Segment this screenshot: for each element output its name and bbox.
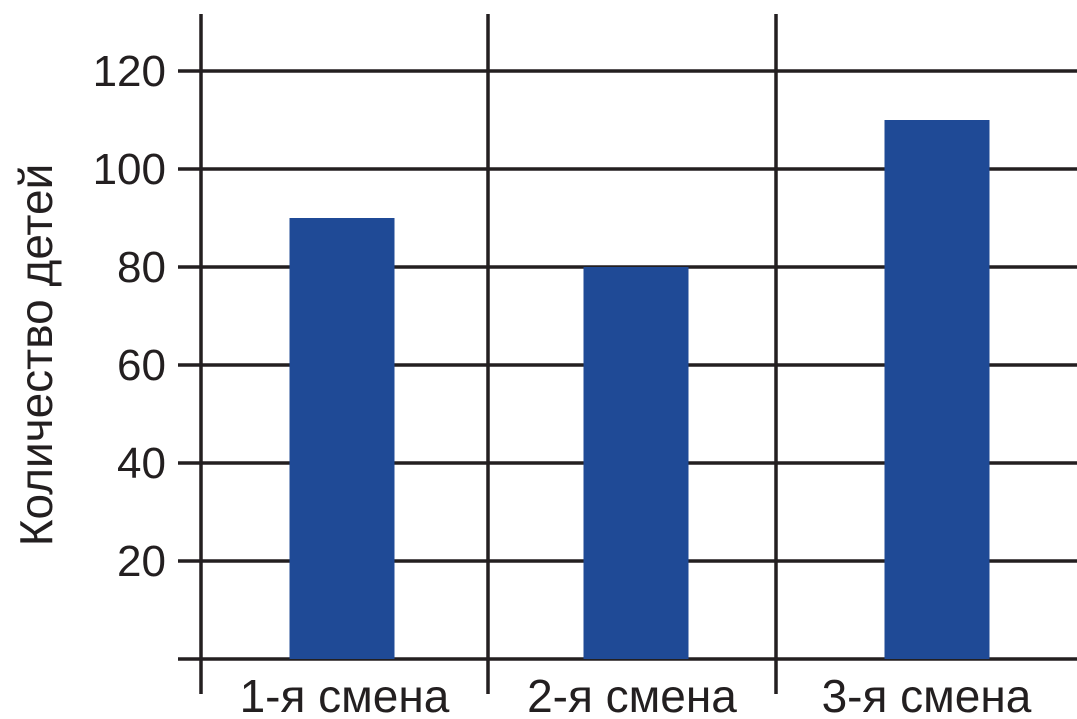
y-tick-labels: 20 40 60 80 100 120 [93,47,166,586]
x-tick-label-2: 2-я смена [527,670,737,719]
y-tick-label-60: 60 [117,341,166,390]
y-tick-label-80: 80 [117,243,166,292]
y-tick-label-100: 100 [93,145,166,194]
bar-1 [289,218,395,659]
bar-2 [583,267,689,659]
bars [289,120,990,659]
y-axis-title: Количество детей [10,164,62,547]
x-tick-label-1: 1-я смена [240,670,450,719]
x-tick-label-3: 3-я смена [822,670,1032,719]
y-tick-label-40: 40 [117,439,166,488]
y-tick-label-120: 120 [93,47,166,96]
x-tick-labels: 1-я смена 2-я смена 3-я смена [240,670,1032,719]
y-tick-label-20: 20 [117,537,166,586]
bar-3 [884,120,990,659]
